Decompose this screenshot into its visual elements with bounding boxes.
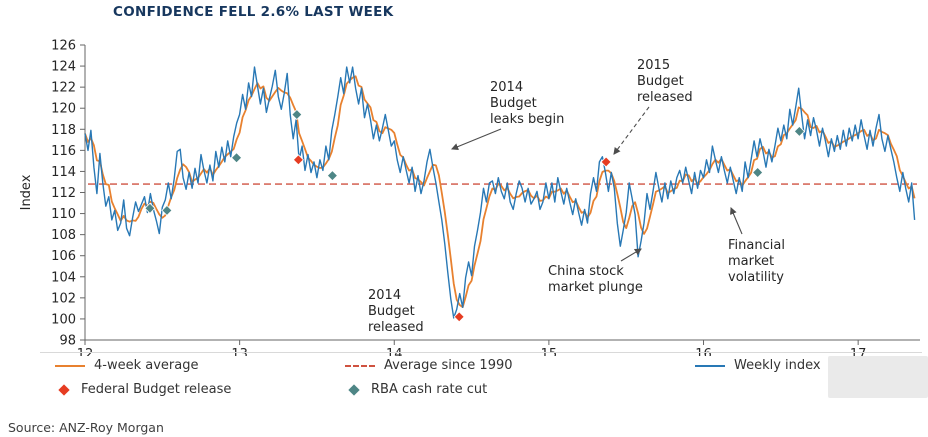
- orange-line-swatch: [55, 364, 85, 367]
- svg-text:110: 110: [51, 207, 76, 222]
- svg-text:16: 16: [695, 347, 712, 356]
- svg-text:116: 116: [51, 144, 76, 159]
- svg-text:98: 98: [59, 334, 76, 349]
- svg-text:100: 100: [51, 312, 76, 327]
- chart-title: CONFIDENCE FELL 2.6% LAST WEEK: [113, 4, 394, 20]
- svg-text:114: 114: [51, 165, 76, 180]
- red-dashed-line-swatch: [345, 364, 375, 367]
- legend-label: Weekly index: [734, 358, 821, 373]
- svg-text:102: 102: [51, 291, 76, 306]
- legend-item-4-week-average: 4-week average: [55, 358, 345, 373]
- annotation-2014-budget-leaks: 2014 Budget leaks begin: [490, 80, 565, 127]
- legend-item-federal-budget-release: Federal Budget release: [55, 382, 345, 397]
- svg-text:126: 126: [51, 39, 76, 54]
- annotation-china-stock-plunge: China stock market plunge: [548, 264, 643, 295]
- svg-text:118: 118: [51, 123, 76, 138]
- blue-line-swatch: [695, 364, 725, 367]
- chart-plot-area: 98 100 102 104 106 108 110 112 114 116 118 120 122 12…: [19, 39, 920, 356]
- legend-item-average-since-1990: Average since 1990: [345, 358, 695, 373]
- svg-text:106: 106: [51, 249, 76, 264]
- legend-label: 4-week average: [94, 358, 199, 373]
- svg-text:122: 122: [51, 81, 76, 96]
- svg-text:108: 108: [51, 228, 76, 243]
- svg-text:Index: Index: [19, 174, 34, 210]
- watermark: [828, 356, 928, 398]
- teal-diamond-icon: [348, 383, 360, 396]
- annotation-financial-volatility: Financial market volatility: [728, 238, 785, 285]
- legend-item-weekly-index: Weekly index: [695, 358, 821, 373]
- legend: 4-week average Average since 1990 Weekly…: [55, 358, 821, 397]
- legend-label: Average since 1990: [384, 358, 513, 373]
- svg-text:12: 12: [77, 347, 94, 356]
- svg-text:124: 124: [51, 60, 76, 75]
- svg-text:17: 17: [850, 347, 867, 356]
- legend-label: RBA cash rate cut: [371, 382, 488, 397]
- svg-text:112: 112: [51, 186, 76, 201]
- legend-item-rba-cash-rate-cut: RBA cash rate cut: [345, 382, 695, 397]
- svg-text:15: 15: [541, 347, 558, 356]
- svg-text:13: 13: [231, 347, 248, 356]
- svg-text:120: 120: [51, 102, 76, 117]
- legend-label: Federal Budget release: [81, 382, 232, 397]
- svg-text:14: 14: [386, 347, 403, 356]
- red-diamond-icon: [58, 383, 70, 396]
- svg-text:104: 104: [51, 270, 76, 285]
- legend-divider: [40, 352, 922, 353]
- annotation-2015-budget-released: 2015 Budget released: [637, 58, 693, 105]
- annotation-2014-budget-released: 2014 Budget released: [368, 288, 424, 335]
- source-note: Source: ANZ-Roy Morgan: [8, 420, 164, 435]
